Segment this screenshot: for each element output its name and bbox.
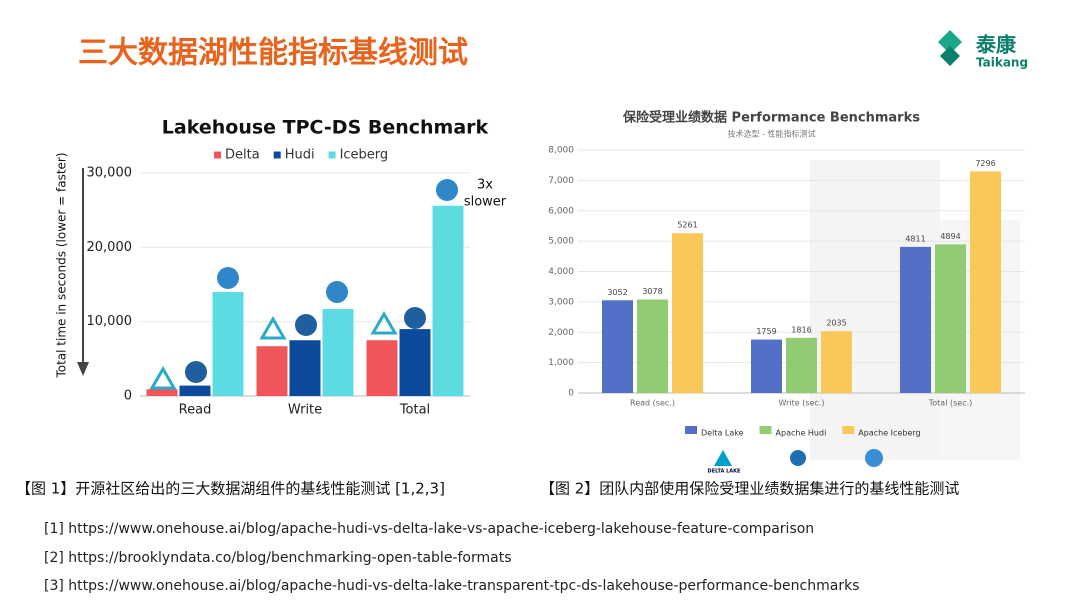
icon [370, 311, 398, 335]
bar [289, 340, 321, 396]
chart-title: 保险受理业绩数据 Performance Benchmarks [622, 110, 920, 126]
y-tick-label: 1,000 [548, 358, 574, 368]
reference: [1] https://www.onehouse.ai/blog/apache-… [44, 521, 814, 537]
y-tick-label: 5,000 [548, 237, 574, 247]
bar [146, 389, 178, 396]
legend-swatch [273, 151, 281, 159]
icon [865, 449, 883, 467]
icon [149, 366, 177, 390]
icon [326, 281, 348, 303]
value-label: 4894 [940, 232, 960, 241]
bar [322, 309, 354, 396]
x-tick-label: Total (sec.) [928, 399, 973, 408]
annotation: 3x [477, 178, 493, 193]
icon [295, 314, 317, 336]
icon [185, 361, 207, 383]
x-tick-label: Read [179, 403, 212, 418]
bar [821, 331, 852, 393]
bar [900, 246, 931, 393]
logo-mark [938, 30, 962, 54]
bar [256, 346, 288, 396]
icon [217, 267, 239, 289]
legend-swatch [328, 151, 336, 159]
icon [790, 450, 806, 466]
value-label: 1759 [756, 327, 776, 336]
y-tick-label: 6,000 [548, 206, 574, 216]
chart-title: Lakehouse TPC-DS Benchmark [162, 117, 489, 139]
y-tick-label: 3,000 [548, 297, 574, 307]
logo-mark [940, 46, 960, 66]
icon [436, 179, 458, 201]
y-tick-label: 30,000 [87, 166, 133, 181]
x-tick-label: Write [288, 403, 322, 418]
bar [637, 299, 668, 393]
reference: [3] https://www.onehouse.ai/blog/apache-… [44, 578, 859, 594]
icon-label: DELTA LAKE [708, 469, 741, 475]
legend-label: Delta Lake [701, 429, 744, 438]
logo-en: Taikang [976, 56, 1028, 70]
bar [432, 205, 464, 396]
legend-label: Apache Hudi [776, 429, 827, 438]
legend-swatch [685, 426, 697, 434]
x-tick-label: Total [399, 403, 430, 418]
y-tick-label: 4,000 [548, 267, 574, 277]
legend-swatch [759, 426, 772, 434]
legend-label: Apache Iceberg [858, 429, 920, 438]
value-label: 3078 [642, 287, 662, 296]
caption: 【图 2】团队内部使用保险受理业绩数据集进行的基线性能测试 [540, 480, 959, 498]
y-tick-label: 7,000 [548, 176, 574, 186]
slide-title: 三大数据湖性能指标基线测试 [78, 36, 468, 71]
bar [366, 340, 398, 396]
value-label: 1816 [791, 325, 811, 334]
value-label: 3052 [607, 288, 627, 297]
legend-label: Iceberg [340, 148, 389, 163]
caption: 【图 1】开源社区给出的三大数据湖组件的基线性能测试 [1,2,3] [16, 480, 445, 498]
arrow-head [77, 362, 89, 376]
y-tick-label: 10,000 [87, 314, 133, 329]
icon [404, 307, 426, 329]
reference: [2] https://brooklyndata.co/blog/benchma… [44, 550, 511, 566]
x-tick-label: Read (sec.) [630, 399, 675, 408]
y-axis-label: Total time in seconds (lower = faster) [55, 152, 69, 378]
value-label: 7296 [975, 159, 995, 168]
logo-cn: 泰康 [975, 33, 1017, 57]
bar [602, 300, 633, 393]
bar [970, 171, 1001, 393]
bar [786, 337, 817, 393]
legend-label: Hudi [285, 148, 315, 163]
y-tick-label: 8,000 [548, 146, 574, 156]
chart-subtitle: 技术选型 - 性能指标测试 [728, 129, 816, 139]
logo: 泰康 Taikang [938, 30, 1028, 70]
value-label: 5261 [677, 221, 697, 230]
y-tick-label: 2,000 [548, 328, 574, 338]
y-tick-label: 0 [124, 389, 132, 404]
legend-label: Delta [225, 148, 260, 163]
bar [212, 291, 244, 396]
y-tick-label: 0 [568, 389, 574, 399]
icon [714, 450, 732, 466]
x-tick-label: Write (sec.) [779, 399, 825, 408]
y-tick-label: 20,000 [87, 240, 133, 255]
bar [935, 244, 966, 393]
bar [399, 329, 431, 396]
bar [672, 233, 703, 393]
annotation: slower [464, 195, 507, 210]
bar [751, 339, 782, 393]
legend-swatch [842, 426, 855, 434]
bar [179, 385, 211, 396]
value-label: 2035 [826, 319, 846, 328]
value-label: 4811 [905, 234, 925, 243]
legend-swatch [214, 151, 221, 159]
icon [259, 316, 287, 340]
